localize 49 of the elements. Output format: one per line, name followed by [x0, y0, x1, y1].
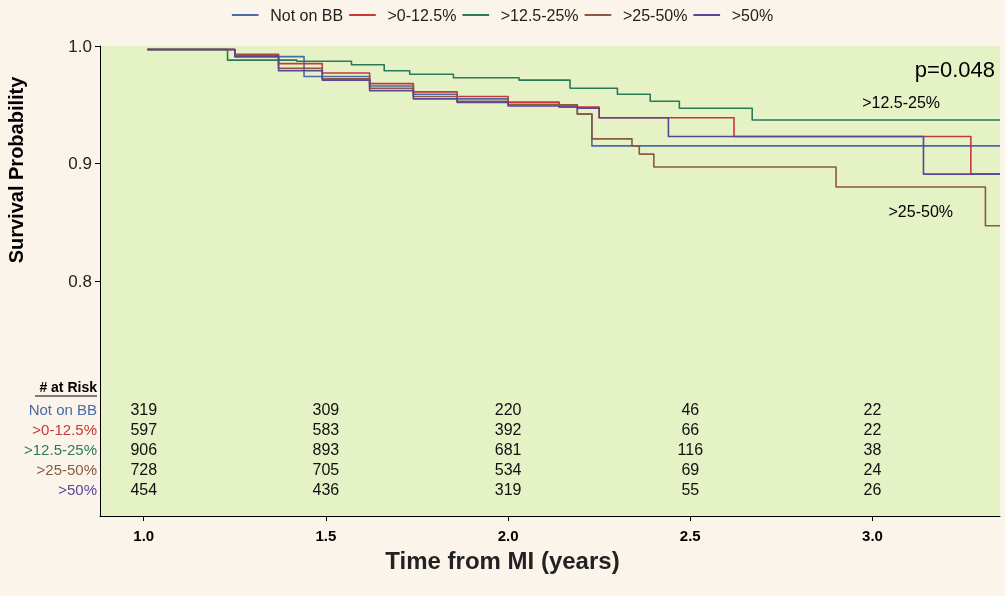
annotation: 24: [863, 460, 882, 478]
text: # at Risk: [39, 379, 98, 395]
x-tick-label: 1.5: [315, 527, 337, 544]
annotation: 906: [130, 440, 158, 458]
annotation: 319: [130, 400, 158, 418]
annotation: 681: [494, 440, 522, 458]
text: Not on BB: [28, 400, 97, 418]
annotation: 26: [863, 480, 882, 498]
annotation: 705: [312, 460, 340, 478]
annotation: 309: [312, 400, 340, 418]
y-axis-title: Survival Probability: [5, 75, 27, 264]
annotation: 22: [863, 400, 882, 418]
annotation: >12.5-25%: [862, 93, 941, 111]
annotation: >25-50%: [888, 202, 954, 220]
annotation: 436: [312, 480, 340, 498]
text: >12.5-25%: [24, 440, 97, 458]
x-tick-label: 2.5: [679, 527, 701, 544]
annotation: 893: [312, 440, 340, 458]
x-tick-label: 2.0: [497, 527, 519, 544]
annotation: 392: [494, 420, 522, 438]
annotation: 46: [681, 400, 700, 418]
annotation: p=0.048: [914, 56, 995, 82]
annotation: 534: [494, 460, 522, 478]
text: >0-12.5%: [32, 420, 97, 438]
text: >25-50%: [36, 460, 97, 478]
annotation: 728: [130, 460, 158, 478]
y-tick-label: 1.0: [68, 36, 92, 56]
annotation: 583: [312, 420, 340, 438]
x-axis-title: Time from MI (years): [385, 546, 620, 574]
y-tick-label: 0.9: [68, 154, 92, 173]
x-tick-label: 3.0: [862, 527, 883, 544]
legend-label: >25-50%: [622, 6, 688, 24]
annotation: 38: [863, 440, 882, 458]
legend-label: >12.5-25%: [500, 6, 579, 24]
annotation: 597: [130, 420, 158, 438]
text: >50%: [58, 480, 97, 498]
legend-label: Not on BB: [270, 6, 344, 24]
annotation: 454: [130, 480, 158, 498]
annotation: 66: [681, 420, 700, 438]
annotation: 319: [494, 480, 522, 498]
x-tick-label: 1.0: [133, 527, 155, 544]
annotation: 55: [681, 480, 700, 498]
legend-label: >50%: [731, 6, 774, 24]
annotation: 116: [677, 440, 704, 458]
annotation: 220: [494, 400, 522, 418]
annotation: 22: [863, 420, 882, 438]
legend-label: >0-12.5%: [387, 6, 457, 24]
annotation: 69: [681, 460, 700, 478]
y-tick-label: 0.8: [68, 271, 92, 291]
